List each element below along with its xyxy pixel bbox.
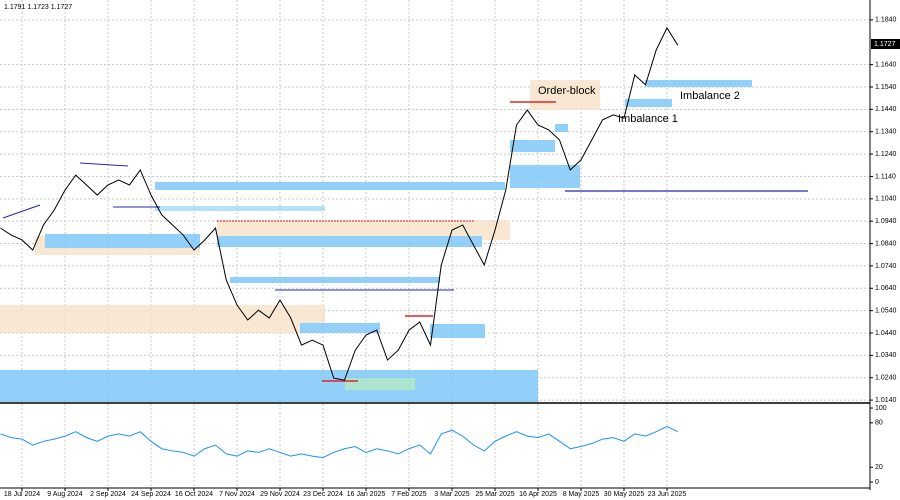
- y-tick-label: 1.1540: [875, 84, 897, 91]
- ohlc-header: 1.1791 1.1723 1.1727: [4, 4, 72, 11]
- x-tick-label: 18 Jul 2024: [4, 491, 40, 498]
- y-tick-label: 1.0640: [875, 285, 897, 292]
- x-tick-label: 23 Jun 2025: [648, 491, 687, 498]
- y-tick-label: 1.0740: [875, 263, 897, 270]
- imbalance-zone: [430, 324, 485, 338]
- zones: [0, 80, 808, 402]
- x-tick-label: 24 Sep 2024: [131, 491, 171, 498]
- x-tick-label: 9 Aug 2024: [47, 491, 83, 498]
- x-tick-label: 2 Sep 2024: [90, 491, 126, 498]
- x-tick-label: 16 Oct 2024: [175, 491, 213, 498]
- y-tick-label: 1.1340: [875, 129, 897, 136]
- x-tick-label: 29 Nov 2024: [260, 491, 300, 498]
- imbalance-1-zone: [625, 99, 672, 107]
- imbalance-zone: [155, 182, 505, 190]
- annotation: Imbalance 2: [680, 90, 740, 102]
- current-price-box: [871, 39, 900, 49]
- x-tick-label: 3 Mar 2025: [434, 491, 470, 498]
- y-tick-label: 100: [875, 405, 887, 412]
- y-tick-label: 1.0240: [875, 375, 897, 382]
- y-tick-label: 1.1240: [875, 151, 897, 158]
- y-tick-label: 1.1040: [875, 196, 897, 203]
- order-block-zone: [530, 80, 600, 110]
- y-tick-label: 1.1640: [875, 61, 897, 68]
- trend-line: [2, 204, 41, 219]
- annotation: Order-block: [538, 85, 596, 97]
- zone: [0, 305, 325, 333]
- zone: [345, 378, 415, 390]
- imbalance-zone: [510, 165, 580, 188]
- y-tick-label: 1.1140: [875, 173, 896, 180]
- imbalance-zone: [155, 206, 325, 211]
- x-tick-label: 30 May 2025: [604, 491, 645, 498]
- current-price-label: 1.1727: [874, 41, 896, 48]
- y-tick-label: 0: [875, 479, 879, 486]
- y-tick-label: 1.1440: [875, 106, 897, 113]
- x-tick-label: 23 Dec 2024: [303, 491, 343, 498]
- x-tick-label: 25 Mar 2025: [475, 491, 514, 498]
- trend-line: [79, 162, 129, 167]
- imbalance-zone: [217, 236, 482, 247]
- y-tick-label: 1.0340: [875, 352, 897, 359]
- price-line: [0, 425, 678, 459]
- x-tick-label: 7 Nov 2024: [219, 491, 255, 498]
- imbalance-zone: [0, 370, 538, 402]
- imbalance-zone: [230, 277, 440, 283]
- imbalance-2-zone: [645, 80, 752, 87]
- imbalance-zone: [300, 323, 380, 333]
- y-tick-label: 1.0540: [875, 307, 897, 314]
- annotation: Imbalance 1: [618, 113, 678, 125]
- x-tick-label: 7 Feb 2025: [391, 491, 427, 498]
- price-line: [0, 26, 679, 381]
- y-tick-label: 1.1840: [875, 17, 897, 24]
- imbalance-zone: [45, 234, 200, 248]
- y-tick-label: 20: [875, 464, 883, 471]
- x-tick-label: 16 Apr 2025: [519, 491, 557, 498]
- y-tick-label: 1.0440: [875, 330, 897, 337]
- imbalance-zone: [555, 124, 568, 132]
- imbalance-zone: [510, 140, 555, 152]
- y-tick-label: 80: [875, 420, 883, 427]
- y-tick-label: 1.0940: [875, 218, 897, 225]
- y-tick-label: 1.0840: [875, 240, 897, 247]
- y-tick-label: 1.0140: [875, 397, 897, 404]
- zone: [217, 220, 510, 240]
- x-tick-label: 8 May 2025: [563, 491, 600, 498]
- x-tick-label: 16 Jan 2025: [347, 491, 386, 498]
